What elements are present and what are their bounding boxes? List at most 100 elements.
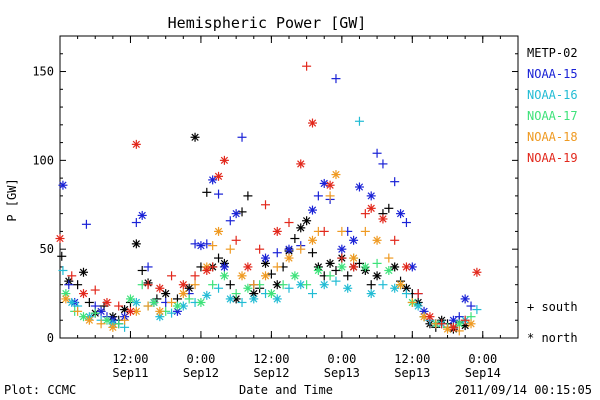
- data-point-south: [225, 216, 235, 226]
- data-point-south: [313, 191, 323, 201]
- data-point-north: [396, 209, 406, 219]
- data-point-north: [366, 191, 376, 201]
- data-point-north: [102, 297, 112, 307]
- x-tick-time: 0:00: [186, 352, 215, 366]
- data-point-north: [443, 324, 453, 334]
- data-point-south: [266, 269, 276, 279]
- data-point-north: [313, 265, 323, 275]
- data-point-south: [237, 132, 247, 142]
- data-point-north: [96, 306, 106, 316]
- data-point-north: [225, 294, 235, 304]
- data-point-south: [390, 235, 400, 245]
- data-point-north: [178, 289, 188, 299]
- data-point-south: [114, 301, 124, 311]
- data-point-south: [90, 285, 100, 295]
- data-point-south: [337, 226, 347, 236]
- data-point-south: [81, 219, 91, 229]
- data-point-south: [407, 297, 417, 307]
- footer-timestamp: 2011/09/14 00:15:05: [455, 383, 592, 397]
- data-point-north: [296, 159, 306, 169]
- data-point-north: [372, 271, 382, 281]
- data-point-north: [448, 322, 458, 332]
- data-point-north: [407, 262, 417, 272]
- data-point-north: [120, 305, 130, 315]
- data-point-north: [472, 267, 482, 277]
- data-point-south: [354, 116, 364, 126]
- data-point-north: [307, 235, 317, 245]
- data-point-north: [384, 265, 394, 275]
- data-point-north: [131, 139, 141, 149]
- data-point-north: [78, 267, 88, 277]
- series-noaa-16: [58, 116, 482, 332]
- data-point-north: [219, 155, 229, 165]
- data-point-south: [284, 283, 294, 293]
- data-point-north: [343, 283, 353, 293]
- y-axis-label: P [GW]: [5, 178, 19, 221]
- data-point-north: [214, 171, 224, 181]
- data-point-south: [460, 315, 470, 325]
- data-point-south: [208, 262, 218, 272]
- data-point-south: [237, 207, 247, 217]
- data-point-south: [437, 319, 447, 329]
- data-point-north: [425, 312, 435, 322]
- x-tick-date: Sep12: [183, 366, 219, 380]
- data-point-north: [396, 280, 406, 290]
- legend: METP-02 NOAA-15 NOAA-16 NOAA-17 NOAA-18 NOAA-…: [527, 46, 578, 345]
- chart-title: Hemispheric Power [GW]: [168, 14, 367, 32]
- data-point-south: [272, 248, 282, 258]
- data-point-south: [84, 297, 94, 307]
- data-point-south: [296, 244, 306, 254]
- data-point-south: [360, 226, 370, 236]
- data-point-north: [178, 301, 188, 311]
- data-point-south: [378, 280, 388, 290]
- data-point-north: [161, 289, 171, 299]
- x-tick-time: 12:00: [394, 352, 430, 366]
- data-point-south: [167, 308, 177, 318]
- data-point-north: [131, 239, 141, 249]
- data-point-north: [61, 294, 71, 304]
- data-point-south: [225, 280, 235, 290]
- data-point-south: [90, 308, 100, 318]
- data-point-south: [249, 280, 259, 290]
- data-point-south: [290, 234, 300, 244]
- data-point-south: [143, 280, 153, 290]
- x-tick-date: Sep13: [394, 366, 430, 380]
- data-point-south: [143, 262, 153, 272]
- data-point-south: [131, 218, 141, 228]
- data-point-north: [131, 306, 141, 316]
- y-tick-label: 50: [40, 242, 54, 256]
- data-point-north: [307, 205, 317, 215]
- data-point-south: [284, 218, 294, 228]
- data-point-north: [219, 262, 229, 272]
- y-tick-label: 100: [32, 153, 54, 167]
- data-point-north: [319, 178, 329, 188]
- data-point-north: [78, 289, 88, 299]
- data-point-north: [337, 244, 347, 254]
- legend-item-noaa-15: NOAA-15: [527, 67, 578, 81]
- data-point-north: [84, 315, 94, 325]
- data-point-north: [307, 118, 317, 128]
- data-point-south: [214, 253, 224, 263]
- data-point-north: [460, 294, 470, 304]
- y-tick-label: 150: [32, 65, 54, 79]
- data-point-north: [390, 262, 400, 272]
- data-point-south: [143, 301, 153, 311]
- data-point-north: [284, 244, 294, 254]
- data-point-north: [272, 226, 282, 236]
- data-point-south: [231, 289, 241, 299]
- data-point-south: [401, 218, 411, 228]
- legend-item-noaa-19: NOAA-19: [527, 151, 578, 165]
- data-point-north: [266, 289, 276, 299]
- series-noaa-19: [55, 61, 482, 332]
- data-point-north: [319, 280, 329, 290]
- data-point-south: [401, 289, 411, 299]
- data-point-south: [302, 61, 312, 71]
- data-point-north: [249, 289, 259, 299]
- data-point-south: [184, 294, 194, 304]
- data-point-south: [167, 297, 177, 307]
- data-point-north: [325, 180, 335, 190]
- data-point-south: [57, 251, 67, 261]
- marker-legend-north: * north: [527, 331, 578, 345]
- data-point-north: [290, 271, 300, 281]
